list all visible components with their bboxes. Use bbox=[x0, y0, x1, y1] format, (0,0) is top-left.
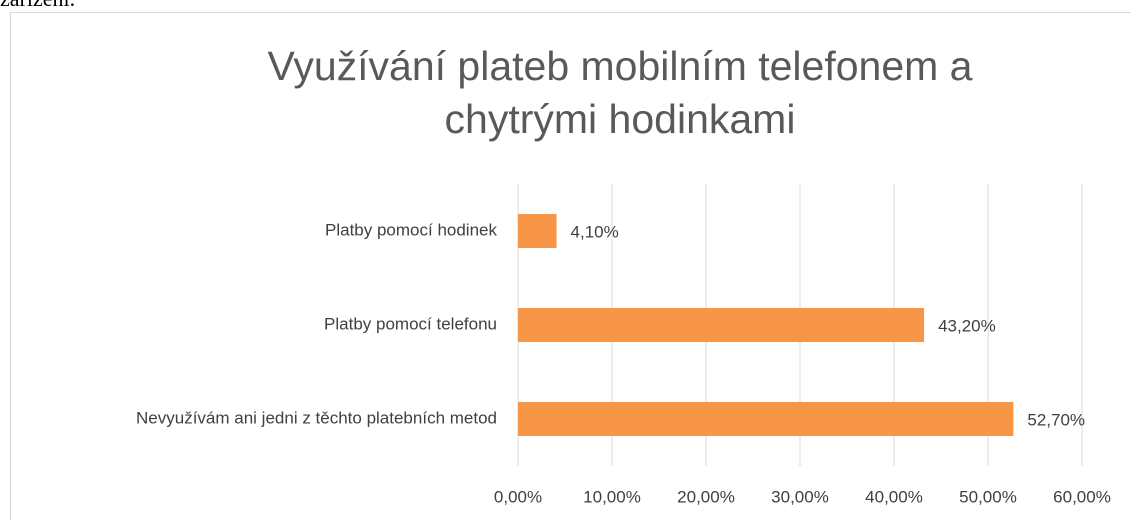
chart-frame bbox=[10, 12, 1131, 520]
x-tick-label: 0,00% bbox=[494, 487, 542, 506]
data-label: 52,70% bbox=[1027, 410, 1085, 429]
x-tick-label: 60,00% bbox=[1053, 487, 1111, 506]
data-label: 43,20% bbox=[938, 316, 996, 335]
x-tick-label: 20,00% bbox=[677, 487, 735, 506]
x-tick-label: 30,00% bbox=[771, 487, 829, 506]
x-tick-label: 40,00% bbox=[865, 487, 923, 506]
chart-title: Využívání plateb mobilním telefonem a ch… bbox=[267, 43, 973, 142]
x-tick-label: 10,00% bbox=[583, 487, 641, 506]
x-tick-label: 50,00% bbox=[959, 487, 1017, 506]
preceding-text: zařízení. bbox=[0, 0, 75, 12]
bar bbox=[518, 308, 925, 342]
y-tick-label: Platby pomocí hodinek bbox=[325, 220, 497, 239]
bar bbox=[518, 402, 1014, 436]
bar bbox=[518, 214, 557, 248]
data-label: 4,10% bbox=[571, 222, 619, 241]
y-tick-label: Nevyužívám ani jedni z těchto platebních… bbox=[136, 408, 497, 427]
y-tick-label: Platby pomocí telefonu bbox=[324, 314, 497, 333]
